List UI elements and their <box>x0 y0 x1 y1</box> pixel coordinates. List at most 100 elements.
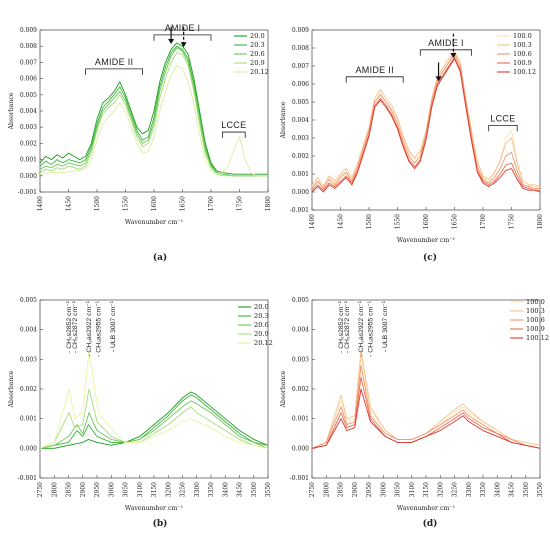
y-axis-label: Absorbance <box>8 92 15 130</box>
series-line-100.6 <box>312 52 540 189</box>
y-tick-label: 0.007 <box>20 59 37 66</box>
series-line-100.6 <box>312 364 540 449</box>
x-tick-label: 3550 <box>537 482 544 497</box>
x-tick-label: 2950 <box>94 482 101 497</box>
y-tick-label: 0.005 <box>292 99 309 106</box>
series-line-20.9 <box>40 52 268 177</box>
legend-entry: 100.6 <box>513 50 532 58</box>
series-line-20.9 <box>40 388 268 449</box>
bracket-annotation <box>419 49 472 56</box>
x-tick-label: 3150 <box>423 482 430 497</box>
x-tick-label: 1600 <box>423 214 430 229</box>
peak-arrowhead <box>180 42 187 48</box>
series-line-100.12 <box>312 58 540 193</box>
legend-entry: 20.6 <box>250 50 265 58</box>
legend-entry: 100.3 <box>526 307 545 315</box>
y-tick-label: 0.003 <box>292 135 309 142</box>
band-label: - CH₃s2872 cm⁻¹ <box>72 300 79 353</box>
x-tick-label: 3550 <box>265 482 272 497</box>
bracket-label: AMIDE II <box>355 65 393 75</box>
series-line-20.0 <box>40 391 268 449</box>
x-tick-label: 2850 <box>338 482 345 497</box>
y-tick-label: 0.005 <box>20 297 37 304</box>
x-tick-label: 3250 <box>452 482 459 497</box>
bracket-label: AMIDE I <box>165 23 201 33</box>
y-tick-label: 0.005 <box>292 297 309 304</box>
band-label: - CH₂as2922 cm⁻¹ <box>86 300 93 356</box>
bracket-label: LCCE <box>490 113 515 123</box>
x-tick-label: 3100 <box>137 482 144 497</box>
y-tick-label: 0.000 <box>20 173 37 180</box>
bracket-label: AMIDE I <box>428 38 464 48</box>
bracket-annotation <box>85 68 143 75</box>
legend-entry: 20.3 <box>250 41 265 49</box>
y-tick-label: 0.002 <box>292 153 309 160</box>
x-tick-label: 1800 <box>265 196 272 211</box>
y-axis-label: Absorbance <box>280 370 287 408</box>
x-tick-label: 2750 <box>309 482 316 497</box>
panel-label: (b) <box>153 518 168 529</box>
bracket-annotation <box>345 76 404 83</box>
band-label: - CH₃as2955 cm⁻¹ <box>95 300 102 357</box>
x-tick-label: 3300 <box>194 482 201 497</box>
x-tick-label: 3100 <box>409 482 416 497</box>
x-tick-label: 3250 <box>180 482 187 497</box>
x-tick-label: 1500 <box>366 214 373 229</box>
y-tick-label: 0.007 <box>292 63 309 70</box>
x-tick-label: 3450 <box>509 482 516 497</box>
x-tick-label: 1650 <box>452 214 459 229</box>
bracket-annotation <box>153 34 212 41</box>
legend-entry: 100.12 <box>513 68 536 76</box>
series-line-100.12 <box>312 388 540 449</box>
x-tick-label: 1650 <box>180 196 187 211</box>
chart-panel-b: -0.001 0.000 0.001 0.002 0.003 0.004 0.005 2750… <box>8 297 273 529</box>
x-tick-label: 2850 <box>66 482 73 497</box>
x-tick-label: 1450 <box>338 214 345 229</box>
chart-panel-a: -0.001 0.000 0.001 0.002 0.003 0.004 0.005 0.00… <box>8 23 272 263</box>
y-tick-label: 0.009 <box>20 27 37 34</box>
legend-entry: 20.12 <box>250 68 269 76</box>
x-tick-label: 3450 <box>237 482 244 497</box>
y-tick-label: 0.004 <box>20 327 37 334</box>
bracket-annotation <box>222 131 246 139</box>
x-tick-label: 3400 <box>222 482 229 497</box>
y-tick-label: 0.002 <box>20 386 37 393</box>
series-line-100.0 <box>312 355 540 449</box>
x-tick-label: 2800 <box>323 482 330 497</box>
x-tick-label: 3400 <box>494 482 501 497</box>
y-tick-label: 0.006 <box>20 76 37 83</box>
legend-entry: 100.9 <box>513 59 532 67</box>
legend-entry: 20.3 <box>254 312 269 320</box>
y-tick-label: 0.008 <box>20 43 37 50</box>
x-tick-label: 3050 <box>395 482 402 497</box>
x-tick-label: 3000 <box>380 482 387 497</box>
x-tick-label: 1600 <box>151 196 158 211</box>
y-tick-label: 0.004 <box>20 108 37 115</box>
y-tick-label: 0.002 <box>20 140 37 147</box>
band-label: - CH₃s2872 cm⁻¹ <box>344 300 351 353</box>
y-tick-label: 0.008 <box>292 45 309 52</box>
x-tick-label: 3500 <box>523 482 530 497</box>
peak-arrowhead <box>435 76 442 82</box>
band-label: - CH₃as2955 cm⁻¹ <box>367 300 374 357</box>
y-tick-label: 0.000 <box>292 189 309 196</box>
y-tick-label: 0.003 <box>20 124 37 131</box>
band-label: - CH₂as2922 cm⁻¹ <box>358 300 365 356</box>
x-tick-label: 3350 <box>480 482 487 497</box>
x-tick-label: 1750 <box>509 214 516 229</box>
band-label: - ULB 3007 cm⁻¹ <box>382 300 389 352</box>
y-tick-label: 0.000 <box>292 445 309 452</box>
y-tick-label: 0.003 <box>20 356 37 363</box>
series-group <box>312 51 540 193</box>
x-axis-label: Wavenumber cm⁻¹ <box>125 219 183 226</box>
legend: 20.020.320.620.920.12 <box>234 32 269 76</box>
x-tick-label: 3350 <box>208 482 215 497</box>
x-tick-label: 1750 <box>237 196 244 211</box>
y-tick-label: 0.003 <box>292 356 309 363</box>
series-line-100.9 <box>312 376 540 449</box>
chart-panel-c: -0.001 0.000 0.001 0.002 0.003 0.004 0.005 0.00… <box>280 27 544 263</box>
y-tick-label: 0.001 <box>292 416 309 423</box>
y-tick-label: 0.005 <box>20 92 37 99</box>
y-tick-label: 0.004 <box>292 117 309 124</box>
